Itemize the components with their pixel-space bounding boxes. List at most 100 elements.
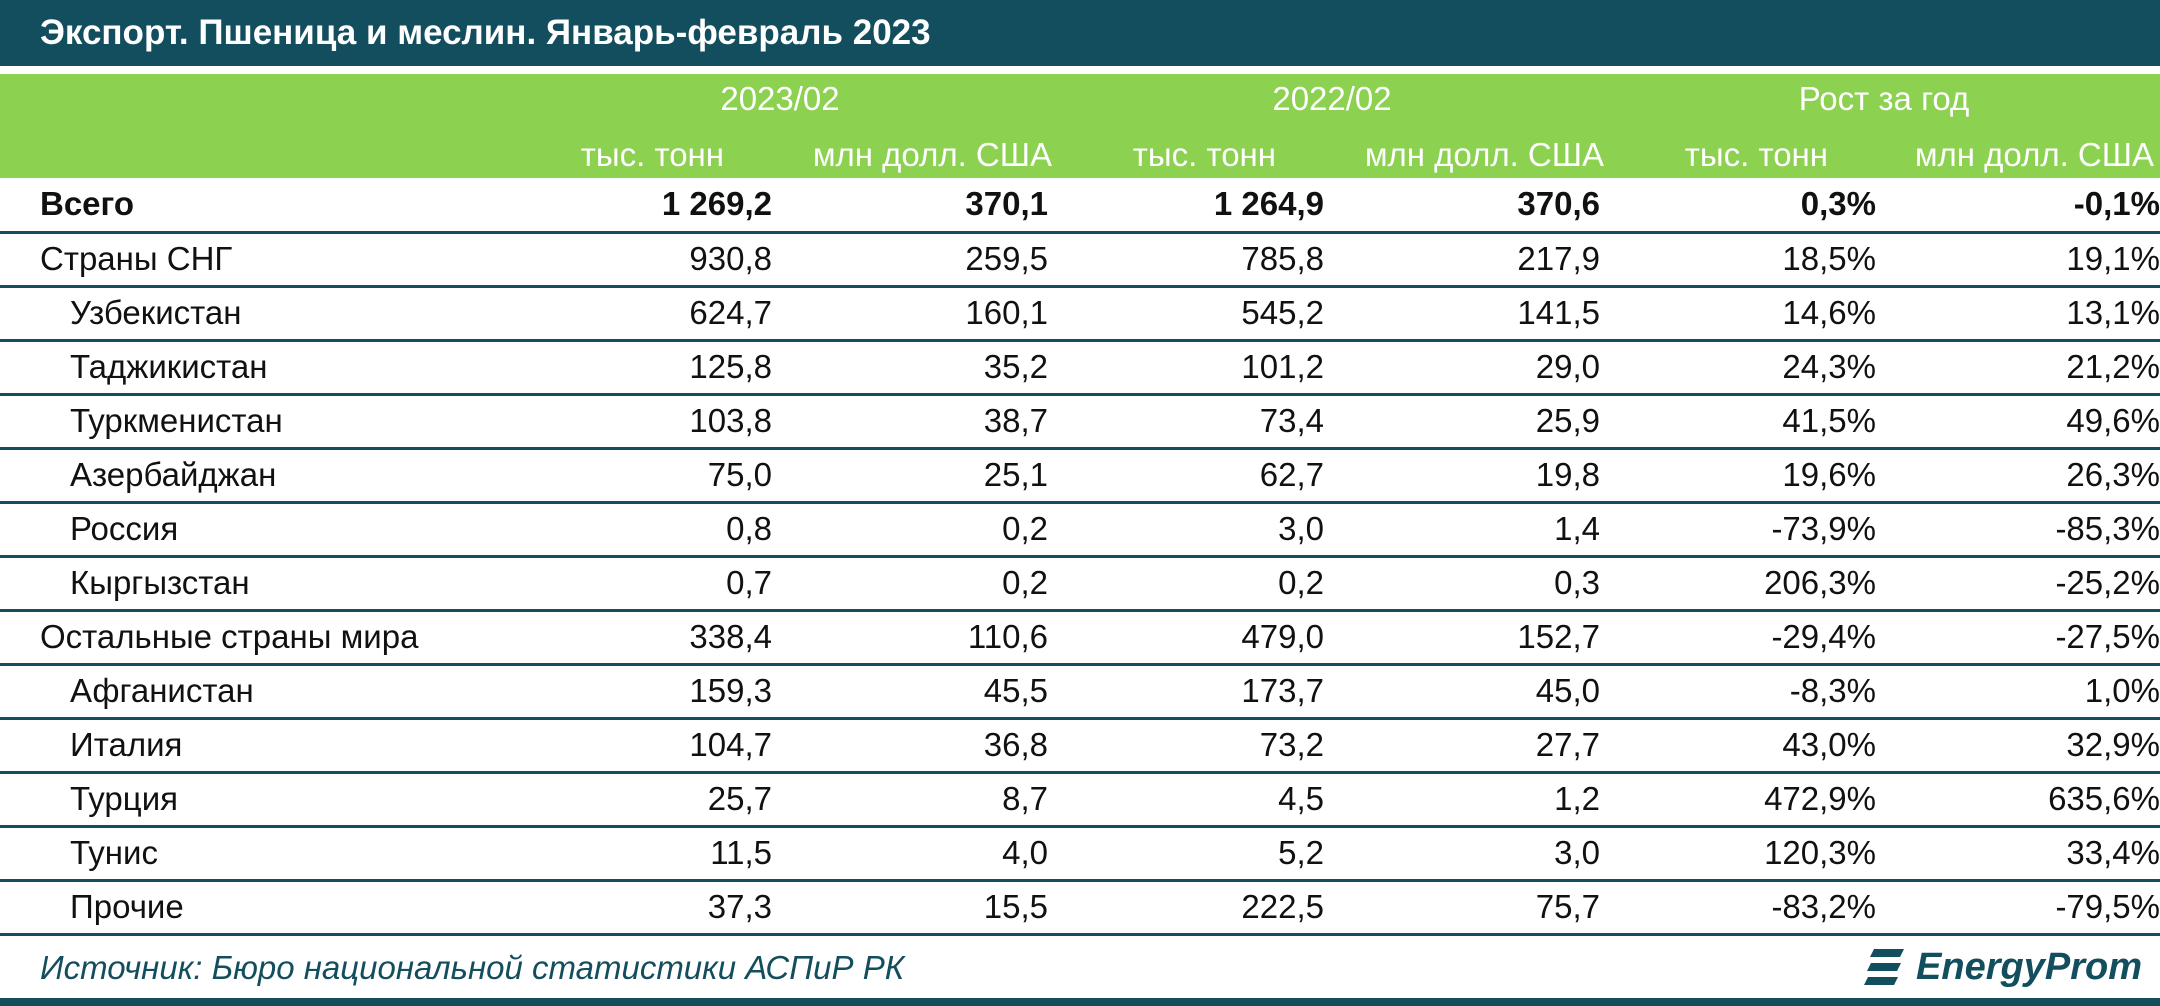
cell-value: 73,2 bbox=[1048, 718, 1324, 774]
footer: Источник: Бюро национальной статистики А… bbox=[0, 937, 2160, 997]
cell-value: 110,6 bbox=[772, 610, 1048, 666]
row-label: Узбекистан bbox=[0, 286, 500, 342]
cell-value: 785,8 bbox=[1048, 232, 1324, 288]
cell-value: -79,5% bbox=[1876, 880, 2160, 936]
cell-value: 173,7 bbox=[1048, 664, 1324, 720]
row-label: Турция bbox=[0, 772, 500, 828]
table-row: Узбекистан 624,7 160,1 545,2 141,5 14,6% 13,1% bbox=[0, 286, 2160, 342]
cell-value: 472,9% bbox=[1600, 772, 1876, 828]
cell-value: 62,7 bbox=[1048, 448, 1324, 504]
cell-value: -27,5% bbox=[1876, 610, 2160, 666]
cell-value: 0,2 bbox=[772, 556, 1048, 612]
cell-value: 29,0 bbox=[1324, 340, 1600, 396]
cell-value: 15,5 bbox=[772, 880, 1048, 936]
cell-value: 3,0 bbox=[1324, 826, 1600, 882]
cell-value: 18,5% bbox=[1600, 232, 1876, 288]
row-label: Италия bbox=[0, 718, 500, 774]
cell-value: 0,2 bbox=[1048, 556, 1324, 612]
cell-value: 0,3% bbox=[1600, 178, 1876, 234]
cell-value: 4,0 bbox=[772, 826, 1048, 882]
cell-value: 160,1 bbox=[772, 286, 1048, 342]
cell-value: 125,8 bbox=[500, 340, 772, 396]
cell-value: 1,0% bbox=[1876, 664, 2160, 720]
cell-value: -29,4% bbox=[1600, 610, 1876, 666]
cell-value: 13,1% bbox=[1876, 286, 2160, 342]
cell-value: 41,5% bbox=[1600, 394, 1876, 450]
cell-value: 0,7 bbox=[500, 556, 772, 612]
cell-value: 35,2 bbox=[772, 340, 1048, 396]
cell-value: 19,6% bbox=[1600, 448, 1876, 504]
table-row: Таджикистан 125,8 35,2 101,2 29,0 24,3% 21,2% bbox=[0, 340, 2160, 396]
cell-value: 4,5 bbox=[1048, 772, 1324, 828]
cell-value: 19,1% bbox=[1876, 232, 2160, 288]
row-label: Всего bbox=[0, 178, 500, 234]
header-unit: тыс. тонн bbox=[580, 136, 724, 173]
cell-value: 32,9% bbox=[1876, 718, 2160, 774]
logo-text: EnergyProm bbox=[1916, 945, 2142, 988]
cell-value: 1,2 bbox=[1324, 772, 1600, 828]
cell-value: 222,5 bbox=[1048, 880, 1324, 936]
header-unit: тыс. тонн bbox=[1684, 136, 1828, 173]
cell-value: 104,7 bbox=[500, 718, 772, 774]
cell-value: 1,4 bbox=[1324, 502, 1600, 558]
cell-value: 217,9 bbox=[1324, 232, 1600, 288]
cell-value: 25,7 bbox=[500, 772, 772, 828]
cell-value: 19,8 bbox=[1324, 448, 1600, 504]
row-label: Туркменистан bbox=[0, 394, 500, 450]
cell-value: 38,7 bbox=[772, 394, 1048, 450]
energyprom-logo-icon bbox=[1864, 949, 1905, 985]
table-row: Азербайджан 75,0 25,1 62,7 19,8 19,6% 26,3% bbox=[0, 448, 2160, 504]
cell-value: 3,0 bbox=[1048, 502, 1324, 558]
cell-value: 24,3% bbox=[1600, 340, 1876, 396]
table-header: 2023/02 2022/02 Рост за год тыс. тонн мл… bbox=[0, 74, 2160, 178]
cell-value: 103,8 bbox=[500, 394, 772, 450]
header-unit: млн долл. США bbox=[1364, 136, 1604, 173]
table-row: Туркменистан 103,8 38,7 73,4 25,9 41,5% 49,6% bbox=[0, 394, 2160, 450]
header-unit: млн долл. США bbox=[812, 136, 1052, 173]
table-row: Россия 0,8 0,2 3,0 1,4 -73,9% -85,3% bbox=[0, 502, 2160, 558]
header-unit: млн долл. США bbox=[1914, 136, 2154, 173]
table-title: Экспорт. Пшеница и меслин. Январь-феврал… bbox=[0, 0, 2160, 66]
cell-value: 545,2 bbox=[1048, 286, 1324, 342]
cell-value: 259,5 bbox=[772, 232, 1048, 288]
table-row: Всего 1 269,2 370,1 1 264,9 370,6 0,3% -0,1% bbox=[0, 178, 2160, 234]
row-label: Азербайджан bbox=[0, 448, 500, 504]
header-group-growth: Рост за год bbox=[1798, 80, 1970, 117]
cell-value: 21,2% bbox=[1876, 340, 2160, 396]
cell-value: -83,2% bbox=[1600, 880, 1876, 936]
cell-value: 49,6% bbox=[1876, 394, 2160, 450]
cell-value: 26,3% bbox=[1876, 448, 2160, 504]
cell-value: 159,3 bbox=[500, 664, 772, 720]
cell-value: 0,3 bbox=[1324, 556, 1600, 612]
header-unit: тыс. тонн bbox=[1132, 136, 1276, 173]
table-row: Италия 104,7 36,8 73,2 27,7 43,0% 32,9% bbox=[0, 718, 2160, 774]
row-label: Остальные страны мира bbox=[0, 610, 500, 666]
cell-value: 27,7 bbox=[1324, 718, 1600, 774]
cell-value: 25,1 bbox=[772, 448, 1048, 504]
row-label: Россия bbox=[0, 502, 500, 558]
row-label: Кыргызстан bbox=[0, 556, 500, 612]
table-row: Тунис 11,5 4,0 5,2 3,0 120,3% 33,4% bbox=[0, 826, 2160, 882]
cell-value: 45,5 bbox=[772, 664, 1048, 720]
cell-value: 37,3 bbox=[500, 880, 772, 936]
table-row: Страны СНГ 930,8 259,5 785,8 217,9 18,5% 19,1% bbox=[0, 232, 2160, 288]
row-label: Страны СНГ bbox=[0, 232, 500, 288]
cell-value: 5,2 bbox=[1048, 826, 1324, 882]
cell-value: 8,7 bbox=[772, 772, 1048, 828]
table-row: Остальные страны мира 338,4 110,6 479,0 152,… bbox=[0, 610, 2160, 666]
cell-value: 635,6% bbox=[1876, 772, 2160, 828]
cell-value: 1 269,2 bbox=[500, 178, 772, 234]
cell-value: 1 264,9 bbox=[1048, 178, 1324, 234]
cell-value: 33,4% bbox=[1876, 826, 2160, 882]
cell-value: -85,3% bbox=[1876, 502, 2160, 558]
cell-value: 120,3% bbox=[1600, 826, 1876, 882]
cell-value: 14,6% bbox=[1600, 286, 1876, 342]
table-row: Турция 25,7 8,7 4,5 1,2 472,9% 635,6% bbox=[0, 772, 2160, 828]
data-table: Всего 1 269,2 370,1 1 264,9 370,6 0,3% -0,1% Ст… bbox=[0, 178, 2160, 936]
cell-value: 479,0 bbox=[1048, 610, 1324, 666]
source-note: Источник: Бюро национальной статистики А… bbox=[40, 949, 905, 986]
cell-value: 75,7 bbox=[1324, 880, 1600, 936]
header-group-2023: 2023/02 bbox=[720, 80, 840, 117]
cell-value: 206,3% bbox=[1600, 556, 1876, 612]
cell-value: 338,4 bbox=[500, 610, 772, 666]
